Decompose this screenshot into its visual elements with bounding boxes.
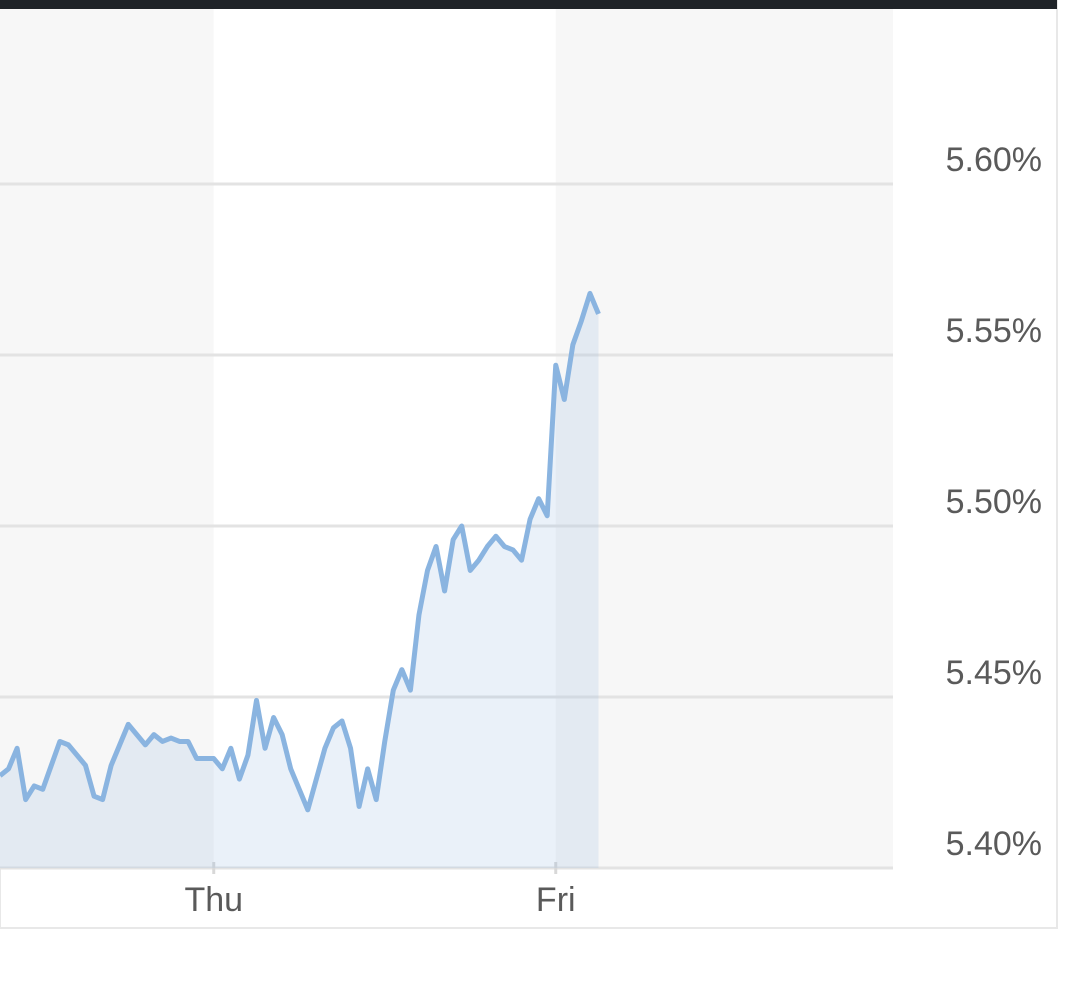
- area: [0, 293, 599, 868]
- y-tick-label: 5.55%: [946, 312, 1042, 350]
- line: [0, 290, 601, 813]
- plot: [0, 290, 601, 868]
- y-tick-label: 5.50%: [946, 483, 1042, 521]
- y-tick-label: 5.40%: [946, 825, 1042, 863]
- y-tick-label: 5.60%: [946, 141, 1042, 179]
- day-band: [555, 9, 893, 868]
- day-bands: [0, 9, 893, 868]
- x-tick-label: Thu: [184, 881, 243, 919]
- grid: [0, 182, 893, 874]
- x-tick-label: Fri: [536, 881, 576, 919]
- top-bar: [0, 0, 1057, 9]
- day-band: [0, 9, 214, 868]
- labels: 5.40% 5.45% 5.50% 5.55% 5.60% Thu Fri: [184, 141, 1042, 919]
- y-tick-label: 5.45%: [946, 654, 1042, 692]
